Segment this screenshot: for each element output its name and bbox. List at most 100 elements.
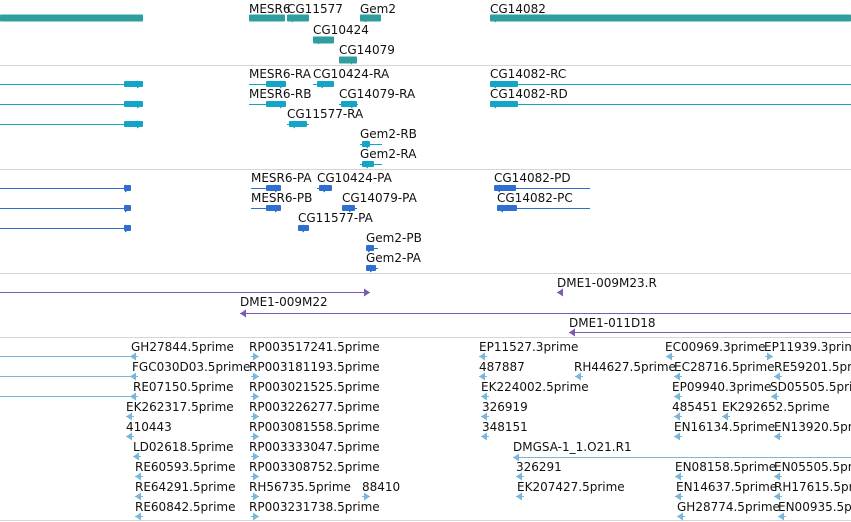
feature-transcripts[interactable]	[0, 120, 143, 129]
feature-ests[interactable]: RP003517241.5prime	[249, 340, 380, 361]
feature-ests[interactable]: RP003226277.5prime	[249, 400, 380, 421]
feature-ests[interactable]: GH28774.5prime	[677, 500, 780, 521]
feature-ests[interactable]: EP11939.3prime	[764, 340, 851, 361]
arrow-right-icon	[125, 224, 131, 233]
feature-label: EP09940.3prime	[672, 380, 771, 394]
feature-ests[interactable]: DMGSA-1_1.O21.R1	[513, 440, 851, 462]
feature-label: CG14082-PC	[497, 191, 573, 205]
feature-ests[interactable]: RH17615.5prime	[774, 480, 851, 501]
feature-label: FGC030D03.5prime	[132, 360, 250, 374]
feature-ests[interactable]: RE60842.5prime	[135, 500, 236, 521]
feature-ests[interactable]: LD02618.5prime	[133, 440, 234, 461]
feature-transcripts[interactable]: Gem2-RB	[360, 127, 417, 149]
feature-clones[interactable]: DME1-011D18	[569, 316, 851, 337]
feature-ests[interactable]: 410443	[126, 420, 172, 441]
arrow-right-icon	[370, 264, 376, 273]
feature-proteins[interactable]	[0, 224, 131, 233]
feature-ests[interactable]: EN05505.5prime	[774, 460, 851, 481]
feature-ests[interactable]: EN08158.5prime	[675, 460, 776, 481]
feature-clones[interactable]	[0, 288, 370, 297]
feature-proteins[interactable]: Gem2-PB	[366, 231, 422, 253]
feature-ests[interactable]: 485451	[672, 400, 718, 421]
feature-ests[interactable]: RP003181193.5prime	[249, 360, 380, 381]
feature-ests[interactable]: EK292652.5prime	[722, 400, 830, 421]
feature-transcripts[interactable]: CG14082-RC	[490, 67, 851, 89]
feature-ests[interactable]: EN14637.5prime	[675, 480, 777, 501]
feature-label: CG14079-PA	[342, 191, 418, 205]
feature-proteins[interactable]: MESR6-PB	[251, 191, 312, 213]
feature-ests[interactable]: RE60593.5prime	[135, 460, 236, 481]
feature-genes[interactable]: Gem2	[360, 2, 396, 23]
feature-ests[interactable]: RP003021525.5prime	[249, 380, 380, 401]
arrow-right-icon	[280, 80, 286, 89]
feature-label: RE64291.5prime	[135, 480, 236, 494]
feature-ests[interactable]: EC28716.5prime	[674, 360, 775, 381]
feature-transcripts[interactable]: MESR6-RB	[249, 87, 311, 109]
arrow-right-icon	[253, 412, 259, 421]
feature-ests[interactable]: GH27844.5prime	[130, 340, 234, 361]
feature-ests[interactable]: EN00935.5prime	[778, 500, 851, 521]
feature-proteins[interactable]	[0, 204, 131, 213]
feature-ests[interactable]: RP003333047.5prime	[249, 440, 380, 461]
feature-ests[interactable]: EC00969.3prime	[665, 340, 766, 361]
feature-proteins[interactable]	[0, 184, 131, 193]
feature-label: 487887	[479, 360, 525, 374]
feature-ests[interactable]: 326291	[516, 460, 562, 481]
feature-transcripts[interactable]: CG11577-RA	[287, 107, 364, 129]
feature-ests[interactable]: EK224002.5prime	[481, 380, 589, 401]
feature-transcripts[interactable]: CG10424-RA	[313, 67, 390, 89]
feature-genes[interactable]: CG14079	[339, 43, 395, 65]
arrow-left-icon	[774, 372, 780, 381]
feature-ests[interactable]: RH56735.5prime	[249, 480, 351, 501]
feature-transcripts[interactable]: CG14082-RD	[490, 87, 851, 109]
feature-ests[interactable]: FGC030D03.5prime	[130, 360, 250, 381]
feature-ests[interactable]: EN16134.5prime	[674, 420, 775, 441]
feature-ests[interactable]: EK262317.5prime	[126, 400, 234, 421]
feature-ests[interactable]: EP09940.3prime	[672, 380, 771, 401]
feature-label: 326291	[516, 460, 562, 474]
feature-transcripts[interactable]	[0, 80, 143, 89]
feature-ests[interactable]: RE64291.5prime	[135, 480, 236, 501]
feature-genes[interactable]: CG14082	[490, 2, 851, 23]
feature-ests[interactable]: EK207427.5prime	[516, 480, 625, 501]
feature-ests[interactable]: RE59201.5prime	[774, 360, 851, 381]
feature-ests[interactable]: 487887	[479, 360, 525, 381]
feature-ests[interactable]: SD05505.5prime	[770, 380, 851, 401]
feature-ests[interactable]: EN13920.5prime	[774, 420, 851, 441]
feature-label: MESR6-PA	[251, 171, 312, 185]
arrow-right-icon	[253, 352, 259, 361]
feature-ests[interactable]: 348151	[481, 420, 528, 441]
feature-ests[interactable]: RP003308752.5prime	[249, 460, 380, 481]
feature-label: 410443	[126, 420, 172, 434]
feature-ests[interactable]: EP11527.3prime	[479, 340, 578, 361]
feature-proteins[interactable]: Gem2-PA	[366, 251, 422, 273]
feature-genes[interactable]: CG10424	[313, 23, 369, 45]
feature-transcripts[interactable]: MESR6-RA	[249, 67, 312, 89]
feature-clones[interactable]: DME1-009M23.R	[557, 276, 657, 297]
feature-clones[interactable]: DME1-009M22	[240, 295, 851, 318]
feature-block	[490, 14, 851, 22]
feature-genes[interactable]: CG11577	[287, 2, 343, 23]
feature-genes[interactable]	[0, 14, 143, 22]
feature-proteins[interactable]: CG14079-PA	[342, 191, 418, 213]
feature-ests[interactable]: RP003081558.5prime	[249, 420, 380, 441]
feature-proteins[interactable]: CG14082-PD	[494, 171, 590, 193]
feature-label: EK262317.5prime	[126, 400, 234, 414]
feature-transcripts[interactable]	[0, 100, 143, 109]
feature-proteins[interactable]: CG14082-PC	[497, 191, 590, 213]
feature-ests[interactable]: 88410	[362, 480, 400, 501]
feature-ests[interactable]: RH44627.5prime	[574, 360, 676, 381]
feature-proteins[interactable]: CG11577-PA	[298, 211, 374, 233]
feature-ests[interactable]: RE07150.5prime	[130, 380, 234, 401]
feature-label: CG10424-PA	[317, 171, 393, 185]
feature-proteins[interactable]: CG10424-PA	[317, 171, 393, 193]
feature-genes[interactable]: MESR6	[249, 2, 291, 22]
feature-transcripts[interactable]: CG14079-RA	[339, 87, 416, 109]
feature-ests[interactable]: 326919	[481, 400, 528, 421]
feature-proteins[interactable]: MESR6-PA	[251, 171, 312, 193]
arrow-left-icon	[360, 14, 366, 23]
feature-transcripts[interactable]: Gem2-RA	[360, 147, 417, 169]
feature-ests[interactable]: RP003231738.5prime	[249, 500, 380, 521]
feature-block	[0, 14, 143, 22]
